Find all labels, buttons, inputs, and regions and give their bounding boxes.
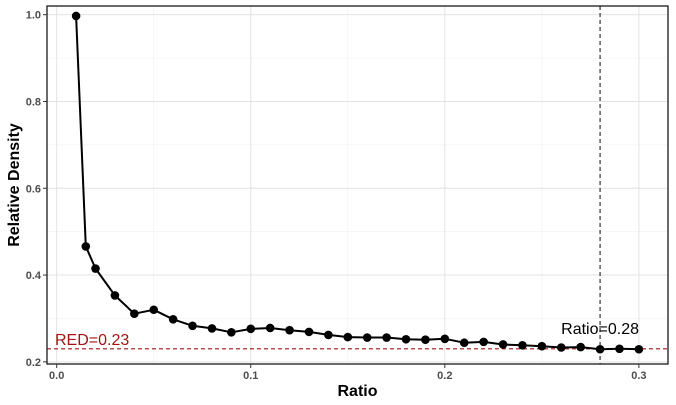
data-point: [615, 344, 624, 354]
y-tick-label: 0.8: [26, 96, 41, 108]
data-point: [265, 323, 275, 333]
axis-ticks: 0.0 0.1 0.2 0.3 0.2 0.4 0.6 0.8 1.0: [26, 10, 647, 382]
data-point: [130, 309, 139, 318]
data-point: [71, 11, 81, 21]
data-point: [556, 343, 566, 352]
data-point: [421, 335, 430, 344]
data-point: [634, 344, 644, 354]
data-point: [479, 337, 488, 347]
y-tick-label: 0.6: [26, 183, 41, 195]
y-tick-label: 0.4: [26, 270, 42, 282]
reference-lines: [47, 6, 668, 364]
data-point: [304, 327, 314, 337]
data-point: [362, 333, 372, 342]
data-point: [91, 264, 100, 273]
data-point: [168, 315, 178, 324]
plot-border: [46, 5, 669, 365]
y-axis-title: Relative Density: [6, 123, 23, 247]
data-point: [207, 324, 217, 333]
data-point: [110, 291, 120, 300]
data-point: [324, 330, 333, 340]
plot-background: [47, 6, 668, 364]
data-series: [71, 11, 644, 354]
data-point: [537, 341, 547, 351]
data-point: [498, 340, 508, 349]
ratio-annotation-label: Ratio=0.28: [561, 321, 639, 338]
x-tick-label: 0.0: [49, 370, 64, 382]
data-point: [440, 334, 450, 344]
y-tick-label: 0.2: [26, 357, 41, 369]
data-point: [401, 334, 411, 344]
x-tick-label: 0.1: [243, 370, 258, 382]
data-point: [343, 332, 353, 342]
data-point: [576, 342, 585, 352]
data-point: [149, 305, 159, 315]
data-point: [518, 341, 527, 350]
data-point: [227, 328, 236, 337]
x-axis-title: Ratio: [338, 383, 378, 400]
data-point: [382, 333, 391, 342]
data-point: [595, 344, 605, 354]
y-tick-label: 1.0: [26, 10, 41, 22]
data-point: [81, 242, 91, 251]
x-tick-label: 0.3: [631, 370, 646, 382]
data-point: [188, 321, 197, 331]
red-annotation-label: RED=0.23: [55, 332, 129, 349]
data-point: [459, 338, 469, 348]
x-tick-label: 0.2: [437, 370, 452, 382]
annotations: RED=0.23 Ratio=0.28: [55, 321, 639, 349]
data-point: [285, 325, 294, 335]
data-point: [246, 324, 256, 334]
grid-lines: [47, 6, 668, 364]
